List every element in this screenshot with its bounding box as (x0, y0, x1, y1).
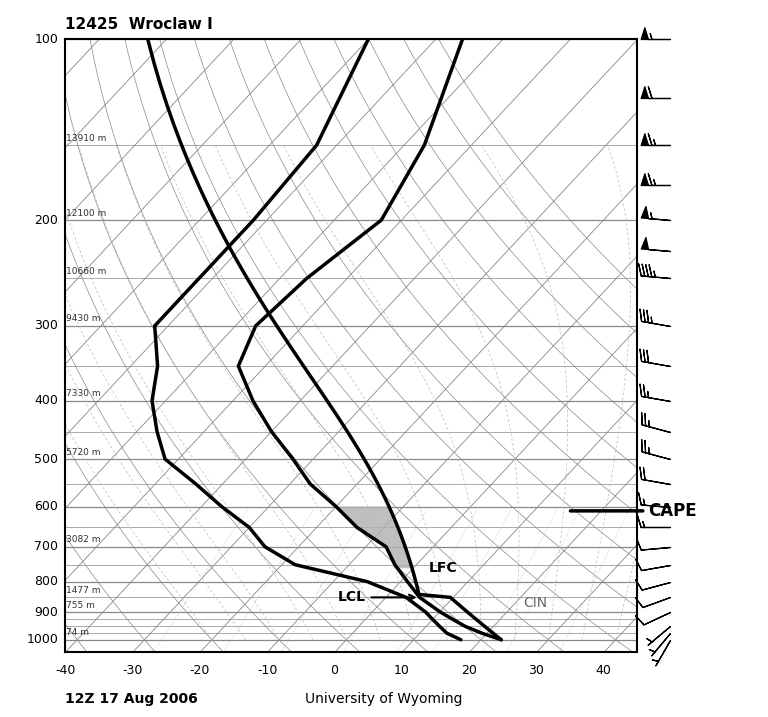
Text: 16520 m: 16520 m (66, 28, 107, 37)
Text: -10: -10 (257, 663, 277, 677)
Text: 7330 m: 7330 m (66, 389, 101, 399)
Text: 12100 m: 12100 m (66, 209, 107, 218)
Text: 1477 m: 1477 m (66, 586, 101, 595)
Text: 12Z 17 Aug 2006: 12Z 17 Aug 2006 (65, 692, 198, 706)
Text: 800: 800 (35, 575, 58, 588)
Text: 100: 100 (35, 33, 58, 46)
Text: 3082 m: 3082 m (66, 536, 101, 544)
Text: 300: 300 (35, 319, 58, 333)
Text: 9430 m: 9430 m (66, 315, 101, 323)
Text: 500: 500 (35, 452, 58, 465)
Text: 40: 40 (596, 663, 612, 677)
Text: 30: 30 (528, 663, 545, 677)
Text: 74 m: 74 m (66, 628, 89, 637)
Text: 600: 600 (35, 500, 58, 513)
Text: 0: 0 (330, 663, 339, 677)
Text: 10660 m: 10660 m (66, 267, 107, 276)
Text: -20: -20 (190, 663, 210, 677)
Text: CIN: CIN (523, 597, 547, 610)
Text: 200: 200 (35, 214, 58, 227)
Text: 700: 700 (35, 541, 58, 554)
Text: University of Wyoming: University of Wyoming (305, 692, 463, 706)
Polygon shape (336, 507, 412, 568)
Text: -30: -30 (122, 663, 143, 677)
Text: 20: 20 (462, 663, 477, 677)
Text: 400: 400 (35, 394, 58, 407)
Text: 12425  Wroclaw I: 12425 Wroclaw I (65, 17, 213, 32)
Text: LFC: LFC (429, 561, 458, 575)
Text: 900: 900 (35, 606, 58, 619)
Text: -40: -40 (55, 663, 75, 677)
Text: 5720 m: 5720 m (66, 447, 101, 457)
Text: CAPE: CAPE (571, 502, 697, 520)
Text: 1000: 1000 (27, 633, 58, 646)
Text: LCL: LCL (338, 590, 415, 604)
Text: 755 m: 755 m (66, 601, 95, 610)
Text: 13910 m: 13910 m (66, 133, 107, 143)
Text: 10: 10 (394, 663, 410, 677)
